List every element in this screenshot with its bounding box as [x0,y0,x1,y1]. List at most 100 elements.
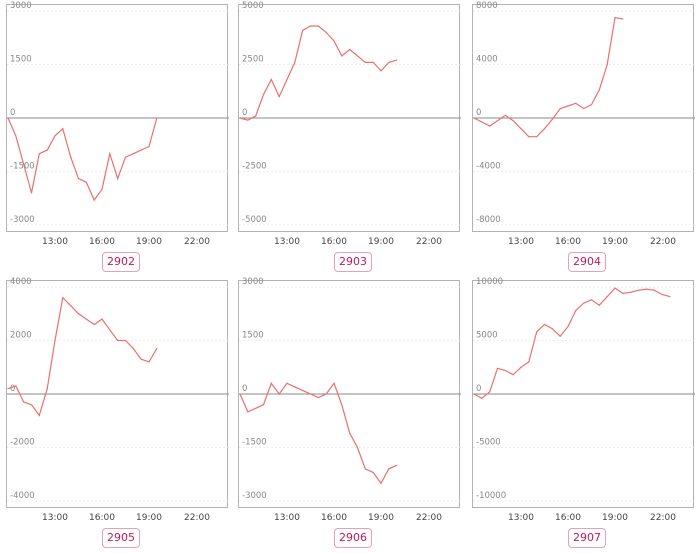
data-point [473,117,475,119]
data-point [543,323,546,326]
data-point [543,128,546,130]
chart-label-badge[interactable]: 2902 [102,252,140,272]
data-point [583,108,585,110]
data-point [520,366,522,368]
x-tick-label: 13:00 [508,513,534,523]
data-point [380,70,382,72]
chart-panel-2903: 5000 2500 0 -2500 -5000 13:00 16:00 19:00 22:00 2… [238,1,461,276]
chart-label-badge[interactable]: 2905 [102,528,140,548]
chart-label-badge[interactable]: 2906 [334,528,372,548]
data-point [117,339,119,342]
data-point [54,135,56,137]
data-point [117,178,119,180]
x-tick-label: 22:00 [650,513,676,523]
data-point [325,393,327,395]
data-point [247,119,249,121]
plot-area: 3000 1500 0 -1500 -3000 13:00 16:00 19:00 22:00 [6,1,229,247]
data-point [140,149,142,151]
data-point [325,31,327,33]
data-point [496,120,499,122]
data-point [93,199,95,201]
data-point [85,181,87,183]
data-point [559,108,561,110]
data-point [132,347,134,350]
data-point [38,414,40,416]
x-tick-label: 16:00 [321,513,347,523]
data-point [70,156,72,158]
data-point [590,104,593,106]
data-point [481,397,483,399]
data-point [504,369,506,372]
y-tick-label: -3000 [10,215,35,225]
x-tick-label: 16:00 [321,237,347,247]
data-point [140,358,142,360]
x-tick-label: 19:00 [602,513,628,523]
data-point [294,386,296,388]
data-point [156,347,158,350]
series-line [7,117,158,202]
x-tick-label: 19:00 [368,237,394,247]
y-tick-label: -3000 [242,491,267,501]
data-point [341,55,343,57]
y-tick-label: 2500 [242,55,264,65]
data-point [489,125,491,127]
data-point [551,118,553,120]
line-chart-svg: 3000 1500 0 -1500 -3000 13:00 16:00 19:00 22:00 [7,1,229,247]
chart-label-badge[interactable]: 2903 [334,252,372,272]
x-tick-label: 13:00 [42,513,68,523]
data-point [270,382,272,384]
data-point [341,404,343,406]
line-chart-svg: 10000 5000 0 -5000 -10000 13:00 16:00 19:00 22:0… [473,277,695,523]
data-point [496,367,499,369]
data-point [132,153,134,155]
data-point [512,120,514,122]
data-point [101,188,103,190]
y-tick-label: 0 [476,384,481,394]
data-point [286,78,288,81]
x-tick-label: 16:00 [89,513,115,523]
data-point [101,318,103,320]
chart-label-badge[interactable]: 2907 [568,528,606,548]
y-tick-label: 3000 [10,1,32,11]
line-chart-svg: 4000 2000 0 -2000 -4000 13:00 16:00 19:00 22:00 [7,277,229,523]
x-tick-label: 19:00 [136,513,162,523]
line-chart-svg: 8000 4000 0 -4000 -8000 13:00 16:00 19:00 22:00 [473,1,695,247]
y-tick-label: 0 [10,384,15,394]
data-point [372,471,374,474]
plot-area: 4000 2000 0 -2000 -4000 13:00 16:00 19:00 22:00 [6,277,229,523]
y-tick-label: -5000 [242,215,267,225]
y-tick-label: 1500 [10,55,32,65]
data-point [598,89,600,91]
data-point [247,411,249,413]
x-tick-label: 13:00 [508,237,534,247]
data-point [70,305,72,307]
data-point [637,289,640,291]
data-point [148,145,150,148]
y-tick-label: 3000 [242,277,264,287]
x-tick-label: 16:00 [555,237,581,247]
data-point [473,393,475,395]
y-tick-label: 0 [10,108,15,118]
chart-label-badge[interactable]: 2904 [568,252,606,272]
data-point [239,393,241,395]
data-point [93,323,95,326]
data-point [380,482,382,484]
y-tick-label: 0 [476,108,481,118]
data-point [567,325,569,328]
data-point [356,446,359,449]
data-point [661,293,663,296]
data-point [278,96,280,98]
chart-panel-2906: 3000 1500 0 -1500 -3000 13:00 16:00 19:00 22:00 2… [238,277,461,552]
y-tick-label: 5000 [242,1,264,11]
data-point [396,464,398,466]
x-tick-label: 13:00 [42,237,68,247]
data-point [262,404,265,406]
data-point [124,156,127,158]
data-point [156,117,158,119]
data-point [653,289,655,291]
plot-area: 10000 5000 0 -5000 -10000 13:00 16:00 19:00 22:0… [472,277,695,523]
data-point [575,102,577,104]
data-point [46,149,48,151]
data-point [30,192,33,194]
data-point [520,128,522,130]
